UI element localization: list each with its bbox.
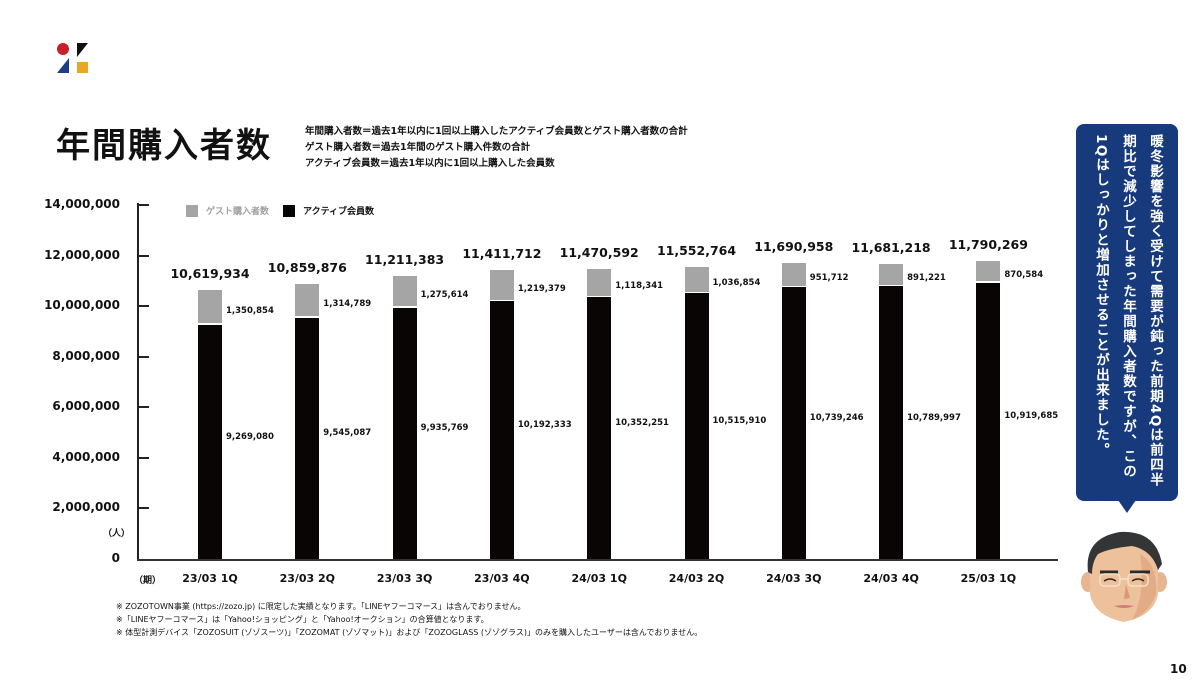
bar-segment-guest [198, 290, 222, 324]
page-number: 10 [1170, 662, 1187, 676]
bar-active-label: 9,935,769 [420, 423, 469, 434]
definition-line: 年間購入者数＝過去1年以内に1回以上購入したアクティブ会員数とゲスト購入者数の合… [305, 126, 688, 137]
y-tick-mark [137, 305, 149, 308]
x-tick-label: 23/03 4Q [474, 572, 530, 585]
bar-segment-guest [781, 263, 806, 286]
bar-guest-label: 1,275,614 [420, 289, 469, 300]
bar-total-label: 11,552,764 [656, 242, 737, 258]
bar-guest-label: 1,118,341 [615, 281, 664, 292]
x-tick-label: 23/03 3Q [376, 572, 433, 585]
bar-segment-guest [879, 263, 904, 285]
bar-segment-active [684, 293, 709, 559]
bar-active-label: 10,515,910 [712, 416, 767, 427]
page-title: 年間購入者数 [56, 126, 272, 166]
zozo-logo [57, 42, 91, 76]
y-tick-label: 12,000,000 [44, 247, 120, 262]
bar-segment-active [489, 301, 514, 559]
y-tick-label: 8,000,000 [52, 348, 120, 363]
y-tick-label: 10,000,000 [44, 298, 120, 313]
x-tick-label: 25/03 1Q [960, 572, 1017, 585]
avatar [1080, 524, 1168, 624]
bar-total-label: 11,681,218 [851, 239, 931, 255]
x-tick-label: 24/03 1Q [571, 572, 627, 585]
y-tick-label: 2,000,000 [52, 500, 120, 515]
y-tick-mark [137, 204, 149, 206]
x-tick-label: 23/03 1Q [182, 572, 238, 585]
bar-active-label: 10,919,685 [1004, 410, 1059, 421]
logo-blue-triangle [57, 58, 69, 73]
bar-total-label: 11,411,712 [462, 246, 542, 262]
avatar-face-icon [1081, 531, 1167, 622]
bar-total-label: 11,211,383 [365, 251, 445, 267]
bar-active-label: 9,545,087 [323, 428, 372, 439]
bar-segment-active [879, 286, 904, 559]
bar-guest-label: 1,314,789 [323, 299, 372, 310]
bar-segment-guest [587, 268, 612, 296]
speech-bubble: 暖冬影響を強く受けて需要が鈍った前期4Qは前四半期比で減少してしまった年間購入者… [1076, 124, 1178, 513]
footnote: ※ ZOZOTOWN事業 (https://zozo.jp) に限定した実績とな… [116, 602, 526, 611]
bar-segment-active [781, 287, 806, 559]
bar-active-label: 10,739,246 [809, 413, 864, 424]
bar-active-label: 10,789,997 [907, 412, 961, 423]
y-tick-label: 14,000,000 [44, 197, 120, 211]
logo-yellow-square [77, 62, 88, 73]
logo-black-triangle [77, 43, 88, 57]
footnote: ※ 体型計測デバイス「ZOZOSUIT (ゾゾスーツ)」「ZOZOMAT (ゾゾ… [116, 628, 703, 637]
bar-segment-active [198, 324, 222, 559]
bar-segment-active [587, 297, 612, 559]
bar-active-label: 10,352,251 [615, 418, 669, 429]
x-axis-unit: （期） [134, 576, 162, 586]
x-tick-label: 24/03 3Q [766, 572, 822, 585]
y-tick-mark [137, 355, 149, 358]
y-axis-line [137, 203, 139, 560]
bar-guest-label: 870,584 [1004, 269, 1044, 280]
bar-active-label: 10,192,333 [517, 420, 572, 431]
x-tick-label: 24/03 4Q [863, 572, 919, 585]
bar-total-label: 11,470,592 [559, 244, 639, 260]
bar-guest-label: 1,036,854 [712, 277, 761, 288]
bar-guest-label: 891,221 [907, 272, 946, 283]
bar-total-label: 10,859,876 [267, 260, 347, 276]
bar-segment-active [295, 317, 320, 559]
bar-segment-guest [392, 275, 417, 307]
bar-active-label: 9,269,080 [226, 431, 274, 442]
bar-total-label: 11,690,958 [754, 239, 834, 255]
footnotes: ※ ZOZOTOWN事業 (https://zozo.jp) に限定した実績とな… [116, 600, 702, 639]
bar-segment-guest [489, 270, 514, 300]
y-tick-mark [137, 507, 149, 510]
definition-line: アクティブ会員数＝過去1年以内に1回以上購入した会員数 [305, 158, 555, 169]
bar-guest-label: 1,350,854 [226, 305, 274, 316]
bar-guest-label: 1,219,379 [517, 283, 566, 294]
y-tick-mark [137, 406, 149, 409]
y-tick-mark [137, 456, 149, 459]
definition-line: ゲスト購入者数＝過去1年間のゲスト購入件数の合計 [305, 142, 531, 153]
logo-red-circle [57, 43, 69, 55]
bar-segment-guest [295, 284, 320, 317]
bar-segment-active [976, 282, 1001, 559]
legend-swatch-active [283, 204, 296, 217]
y-tick-label: 6,000,000 [52, 399, 120, 414]
x-tick-label: 24/03 2Q [668, 572, 725, 585]
footnote: ※「LINEヤフーコマース」は「Yahoo!ショッピング」と「Yahoo!オーク… [116, 615, 489, 624]
y-tick-label: 0 [111, 551, 120, 565]
bar-segment-active [392, 307, 417, 559]
bar-guest-label: 951,712 [809, 273, 849, 284]
x-axis-line [137, 559, 1058, 561]
legend-label-guest: ゲスト購入者数 [206, 207, 270, 217]
bar-total-label: 11,790,269 [948, 236, 1028, 252]
legend-swatch-guest [186, 204, 198, 217]
bar-segment-guest [684, 266, 709, 292]
y-tick-mark [137, 254, 149, 257]
x-tick-label: 23/03 2Q [279, 572, 336, 585]
legend-label-active: アクティブ会員数 [303, 207, 375, 217]
bar-total-label: 10,619,934 [170, 266, 250, 282]
stacked-bar-chart: 14,000,000 12,000,000 10,000,000 8,000,000 6… [44, 197, 1059, 586]
speech-bubble-text: 暖冬影響を強く受けて需要が鈍った前期4Qは前四半期比で減少してしまった年間購入者… [1093, 134, 1163, 488]
chart-legend: ゲスト購入者数 アクティブ会員数 [186, 204, 374, 217]
y-tick-label: 4,000,000 [52, 449, 120, 464]
y-axis-unit: （人） [103, 529, 131, 539]
definitions: 年間購入者数＝過去1年以内に1回以上購入したアクティブ会員数とゲスト購入者数の合… [305, 124, 688, 172]
bar-segment-guest [976, 260, 1001, 282]
